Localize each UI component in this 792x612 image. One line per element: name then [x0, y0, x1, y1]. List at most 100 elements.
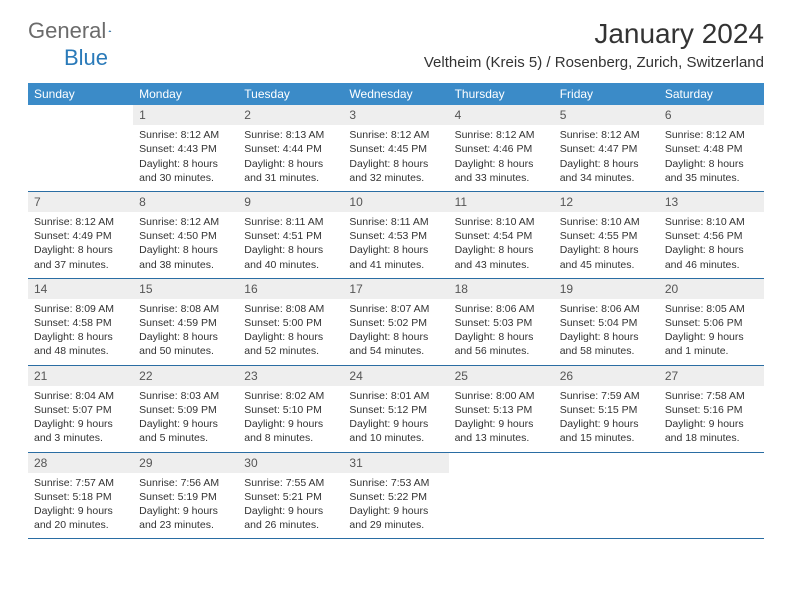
day-content: Sunrise: 8:10 AMSunset: 4:56 PMDaylight:… — [659, 212, 764, 278]
day-sunrise: Sunrise: 8:12 AM — [139, 128, 232, 142]
weekday-cell: Sunday — [28, 83, 133, 105]
day-daylight1: Daylight: 8 hours — [455, 157, 548, 171]
day-cell: 12Sunrise: 8:10 AMSunset: 4:55 PMDayligh… — [554, 192, 659, 278]
day-daylight1: Daylight: 8 hours — [139, 330, 232, 344]
day-sunrise: Sunrise: 8:13 AM — [244, 128, 337, 142]
logo-sail-icon — [108, 23, 112, 39]
day-daylight2: and 54 minutes. — [349, 344, 442, 358]
day-daylight2: and 56 minutes. — [455, 344, 548, 358]
weekday-cell: Monday — [133, 83, 238, 105]
week-row: 21Sunrise: 8:04 AMSunset: 5:07 PMDayligh… — [28, 366, 764, 453]
day-sunrise: Sunrise: 8:06 AM — [455, 302, 548, 316]
day-daylight2: and 31 minutes. — [244, 171, 337, 185]
day-sunset: Sunset: 5:06 PM — [665, 316, 758, 330]
day-content: Sunrise: 8:03 AMSunset: 5:09 PMDaylight:… — [133, 386, 238, 452]
day-content: Sunrise: 8:11 AMSunset: 4:51 PMDaylight:… — [238, 212, 343, 278]
day-daylight2: and 34 minutes. — [560, 171, 653, 185]
day-sunrise: Sunrise: 8:04 AM — [34, 389, 127, 403]
day-daylight2: and 15 minutes. — [560, 431, 653, 445]
day-number: 10 — [343, 192, 448, 212]
day-cell: 1Sunrise: 8:12 AMSunset: 4:43 PMDaylight… — [133, 105, 238, 191]
day-sunset: Sunset: 5:03 PM — [455, 316, 548, 330]
day-daylight1: Daylight: 8 hours — [560, 330, 653, 344]
day-content: Sunrise: 8:12 AMSunset: 4:49 PMDaylight:… — [28, 212, 133, 278]
day-content: Sunrise: 8:06 AMSunset: 5:04 PMDaylight:… — [554, 299, 659, 365]
day-daylight2: and 18 minutes. — [665, 431, 758, 445]
day-sunrise: Sunrise: 8:07 AM — [349, 302, 442, 316]
weekday-cell: Tuesday — [238, 83, 343, 105]
day-daylight2: and 1 minute. — [665, 344, 758, 358]
day-daylight2: and 40 minutes. — [244, 258, 337, 272]
day-daylight2: and 33 minutes. — [455, 171, 548, 185]
day-content: Sunrise: 8:01 AMSunset: 5:12 PMDaylight:… — [343, 386, 448, 452]
day-number — [449, 453, 554, 473]
calendar: Sunday Monday Tuesday Wednesday Thursday… — [28, 83, 764, 539]
day-sunrise: Sunrise: 8:12 AM — [560, 128, 653, 142]
day-cell: 30Sunrise: 7:55 AMSunset: 5:21 PMDayligh… — [238, 453, 343, 539]
day-number: 29 — [133, 453, 238, 473]
day-sunset: Sunset: 5:19 PM — [139, 490, 232, 504]
day-sunrise: Sunrise: 8:12 AM — [349, 128, 442, 142]
day-cell: 26Sunrise: 7:59 AMSunset: 5:15 PMDayligh… — [554, 366, 659, 452]
day-daylight1: Daylight: 8 hours — [349, 243, 442, 257]
day-cell: 8Sunrise: 8:12 AMSunset: 4:50 PMDaylight… — [133, 192, 238, 278]
day-daylight2: and 8 minutes. — [244, 431, 337, 445]
day-sunrise: Sunrise: 8:12 AM — [34, 215, 127, 229]
day-sunrise: Sunrise: 8:03 AM — [139, 389, 232, 403]
day-sunrise: Sunrise: 8:09 AM — [34, 302, 127, 316]
day-cell: 27Sunrise: 7:58 AMSunset: 5:16 PMDayligh… — [659, 366, 764, 452]
day-number: 16 — [238, 279, 343, 299]
day-daylight1: Daylight: 9 hours — [244, 504, 337, 518]
day-daylight1: Daylight: 9 hours — [665, 330, 758, 344]
day-content: Sunrise: 8:02 AMSunset: 5:10 PMDaylight:… — [238, 386, 343, 452]
day-sunset: Sunset: 5:09 PM — [139, 403, 232, 417]
day-sunset: Sunset: 4:56 PM — [665, 229, 758, 243]
day-number: 14 — [28, 279, 133, 299]
day-sunrise: Sunrise: 8:06 AM — [560, 302, 653, 316]
weekday-cell: Wednesday — [343, 83, 448, 105]
day-sunset: Sunset: 5:18 PM — [34, 490, 127, 504]
day-content: Sunrise: 7:57 AMSunset: 5:18 PMDaylight:… — [28, 473, 133, 539]
day-content: Sunrise: 7:53 AMSunset: 5:22 PMDaylight:… — [343, 473, 448, 539]
day-sunrise: Sunrise: 8:10 AM — [455, 215, 548, 229]
day-sunrise: Sunrise: 8:12 AM — [665, 128, 758, 142]
day-sunset: Sunset: 5:00 PM — [244, 316, 337, 330]
day-daylight1: Daylight: 9 hours — [349, 504, 442, 518]
day-daylight2: and 48 minutes. — [34, 344, 127, 358]
day-sunrise: Sunrise: 8:12 AM — [455, 128, 548, 142]
day-content: Sunrise: 8:12 AMSunset: 4:43 PMDaylight:… — [133, 125, 238, 191]
day-sunrise: Sunrise: 7:58 AM — [665, 389, 758, 403]
week-row: 28Sunrise: 7:57 AMSunset: 5:18 PMDayligh… — [28, 453, 764, 540]
day-sunrise: Sunrise: 8:11 AM — [349, 215, 442, 229]
day-cell: 5Sunrise: 8:12 AMSunset: 4:47 PMDaylight… — [554, 105, 659, 191]
day-number: 11 — [449, 192, 554, 212]
day-content: Sunrise: 8:05 AMSunset: 5:06 PMDaylight:… — [659, 299, 764, 365]
day-daylight1: Daylight: 9 hours — [560, 417, 653, 431]
logo-text-blue: Blue — [64, 45, 108, 71]
day-content: Sunrise: 8:12 AMSunset: 4:46 PMDaylight:… — [449, 125, 554, 191]
day-cell: 28Sunrise: 7:57 AMSunset: 5:18 PMDayligh… — [28, 453, 133, 539]
day-number: 2 — [238, 105, 343, 125]
day-content: Sunrise: 7:58 AMSunset: 5:16 PMDaylight:… — [659, 386, 764, 452]
day-daylight1: Daylight: 9 hours — [34, 417, 127, 431]
day-sunset: Sunset: 5:16 PM — [665, 403, 758, 417]
day-daylight2: and 13 minutes. — [455, 431, 548, 445]
day-number: 3 — [343, 105, 448, 125]
day-sunset: Sunset: 5:21 PM — [244, 490, 337, 504]
day-number: 15 — [133, 279, 238, 299]
day-number: 20 — [659, 279, 764, 299]
day-sunset: Sunset: 4:53 PM — [349, 229, 442, 243]
day-sunrise: Sunrise: 7:53 AM — [349, 476, 442, 490]
day-sunrise: Sunrise: 7:55 AM — [244, 476, 337, 490]
day-cell: 16Sunrise: 8:08 AMSunset: 5:00 PMDayligh… — [238, 279, 343, 365]
day-sunrise: Sunrise: 7:57 AM — [34, 476, 127, 490]
day-content: Sunrise: 8:12 AMSunset: 4:45 PMDaylight:… — [343, 125, 448, 191]
day-sunset: Sunset: 4:51 PM — [244, 229, 337, 243]
day-sunrise: Sunrise: 8:10 AM — [560, 215, 653, 229]
day-daylight2: and 20 minutes. — [34, 518, 127, 532]
day-number: 6 — [659, 105, 764, 125]
day-sunrise: Sunrise: 8:08 AM — [244, 302, 337, 316]
day-sunset: Sunset: 4:45 PM — [349, 142, 442, 156]
day-cell: 24Sunrise: 8:01 AMSunset: 5:12 PMDayligh… — [343, 366, 448, 452]
day-cell — [659, 453, 764, 539]
